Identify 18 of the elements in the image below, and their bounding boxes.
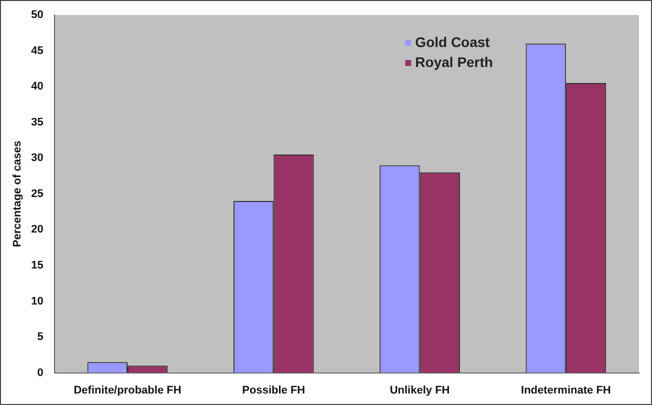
x-tick-label: Unlikely FH	[390, 384, 450, 396]
y-axis-title: Percentage of cases	[12, 140, 24, 248]
x-tick-label: Possible FH	[242, 384, 306, 396]
y-tick-label: 5	[37, 331, 44, 344]
y-tick-label: 15	[31, 259, 44, 272]
y-tick-label: 20	[31, 224, 44, 236]
y-tick-label: 40	[31, 80, 44, 93]
y-tick-label: 30	[31, 152, 44, 164]
y-tick-label: 10	[31, 295, 44, 308]
legend-label: Royal Perth	[415, 54, 493, 70]
x-tick-label: Definite/probable FH	[74, 384, 182, 396]
x-tick-label: Indeterminate FH	[521, 384, 611, 396]
y-tick-label: 45	[31, 44, 44, 57]
y-tick-label: 25	[31, 188, 44, 200]
y-tick-label: 50	[31, 9, 44, 22]
y-tick-label: 35	[31, 116, 44, 128]
legend-label: Gold Coast	[415, 34, 490, 50]
y-tick-label: 0	[37, 366, 44, 379]
